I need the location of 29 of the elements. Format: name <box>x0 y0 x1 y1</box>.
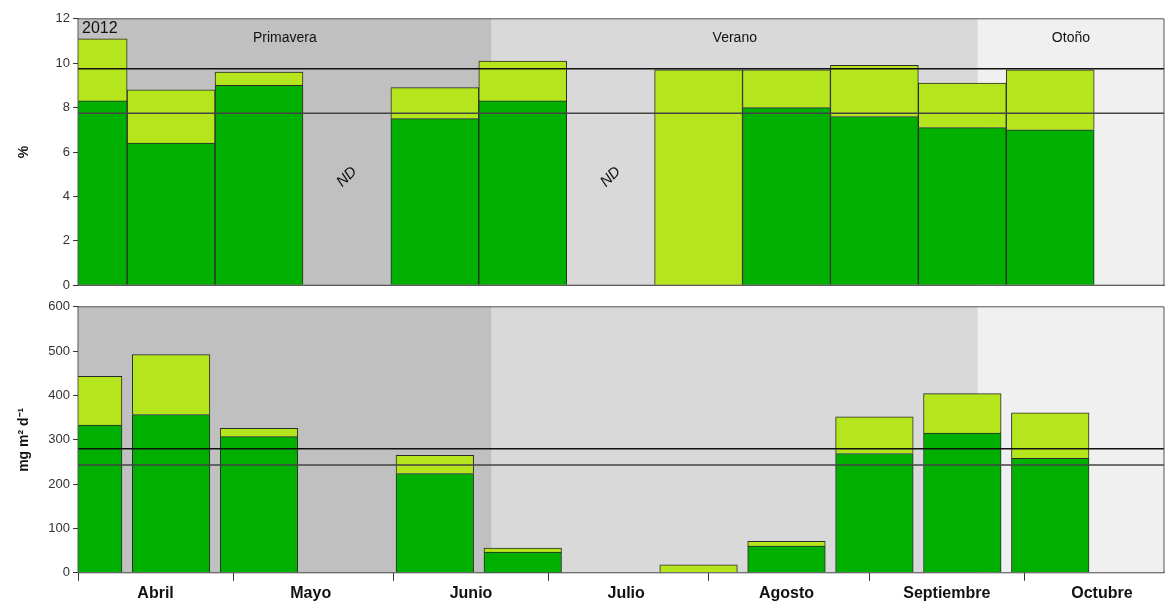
y-tick-label: 0 <box>62 564 70 580</box>
x-tick-label: Octubre <box>1071 583 1133 601</box>
x-tick-label: Mayo <box>290 583 332 601</box>
band-label: Primavera <box>252 28 317 45</box>
y-tick-label: 8 <box>62 99 70 115</box>
y-tick-label: 4 <box>62 187 70 203</box>
y-axis-title: % <box>15 145 32 159</box>
y-tick-label: 200 <box>48 475 70 491</box>
band-label: Otoño <box>1051 28 1091 45</box>
x-tick-label: Agosto <box>758 583 815 601</box>
annotation: ND <box>332 162 360 190</box>
x-tick-label: Julio <box>607 583 646 601</box>
x-tick-label: Junio <box>449 583 493 601</box>
annotation: 2012 <box>82 19 118 37</box>
y-tick-label: 6 <box>62 143 70 159</box>
band-label: Verano <box>712 28 758 45</box>
annotation: ND <box>596 162 624 190</box>
y-tick-label: 10 <box>55 54 70 70</box>
y-tick-label: 500 <box>48 342 70 358</box>
y-tick-label: 2 <box>62 232 70 248</box>
x-tick-label: Abril <box>137 583 174 601</box>
y-tick-label: 600 <box>48 298 70 314</box>
x-tick-label: Septiembre <box>903 583 991 601</box>
y-axis-title: mg m² d⁻¹ <box>15 407 32 472</box>
y-tick-label: 100 <box>48 520 70 536</box>
y-tick-label: 12 <box>55 10 70 26</box>
y-tick-label: 0 <box>62 276 70 292</box>
y-tick-label: 400 <box>48 387 70 403</box>
y-tick-label: 300 <box>48 431 70 447</box>
